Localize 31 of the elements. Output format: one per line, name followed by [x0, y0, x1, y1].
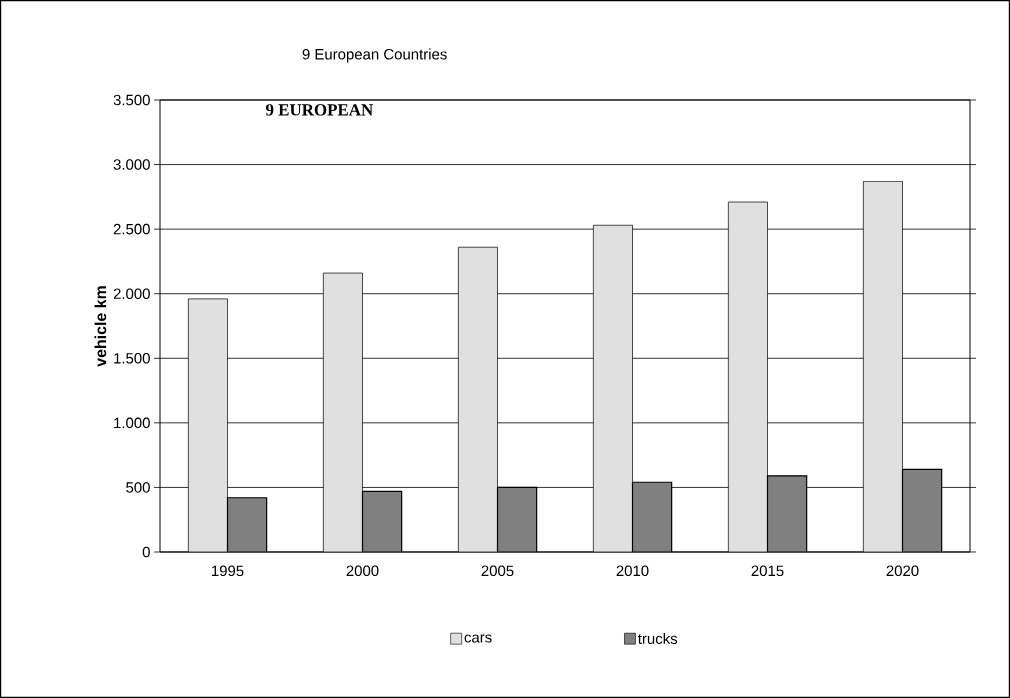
x-tick-label: 2000: [346, 565, 379, 577]
y-tick-label: 500: [126, 482, 150, 493]
y-tick-label: 2.000: [113, 288, 150, 299]
bar: [458, 246, 498, 552]
bar: [863, 181, 903, 552]
y-tick-label: 1.500: [114, 352, 150, 364]
y-tick-label: 1.000: [114, 417, 150, 429]
bar: [496, 486, 538, 552]
bar: [361, 490, 403, 552]
bar: [226, 497, 268, 552]
legend-label: trucks: [638, 633, 678, 644]
y-tick-label: 2.500: [113, 223, 150, 235]
x-tick-label: 2020: [886, 565, 919, 577]
y-tick-label: 3.000: [113, 159, 150, 170]
x-tick-label: 2005: [481, 565, 514, 577]
bar: [323, 272, 363, 552]
y-tick-label: 0: [142, 546, 150, 558]
bar: [188, 298, 228, 552]
y-axis-title: vehicle km: [94, 286, 107, 367]
bar: [593, 224, 633, 552]
bar: [728, 201, 768, 552]
bar: [901, 468, 943, 552]
x-tick-label: 2015: [751, 565, 784, 577]
y-tick-label: 3.500: [113, 94, 150, 106]
x-tick-label: 1995: [212, 565, 244, 577]
annotation: 9 EUROPEAN: [265, 104, 374, 116]
bar: [631, 481, 673, 552]
legend-label: cars: [464, 634, 492, 643]
x-tick-label: 2010: [616, 565, 649, 577]
bar: [766, 475, 808, 552]
chart-title: 9 European Countries: [302, 48, 447, 63]
